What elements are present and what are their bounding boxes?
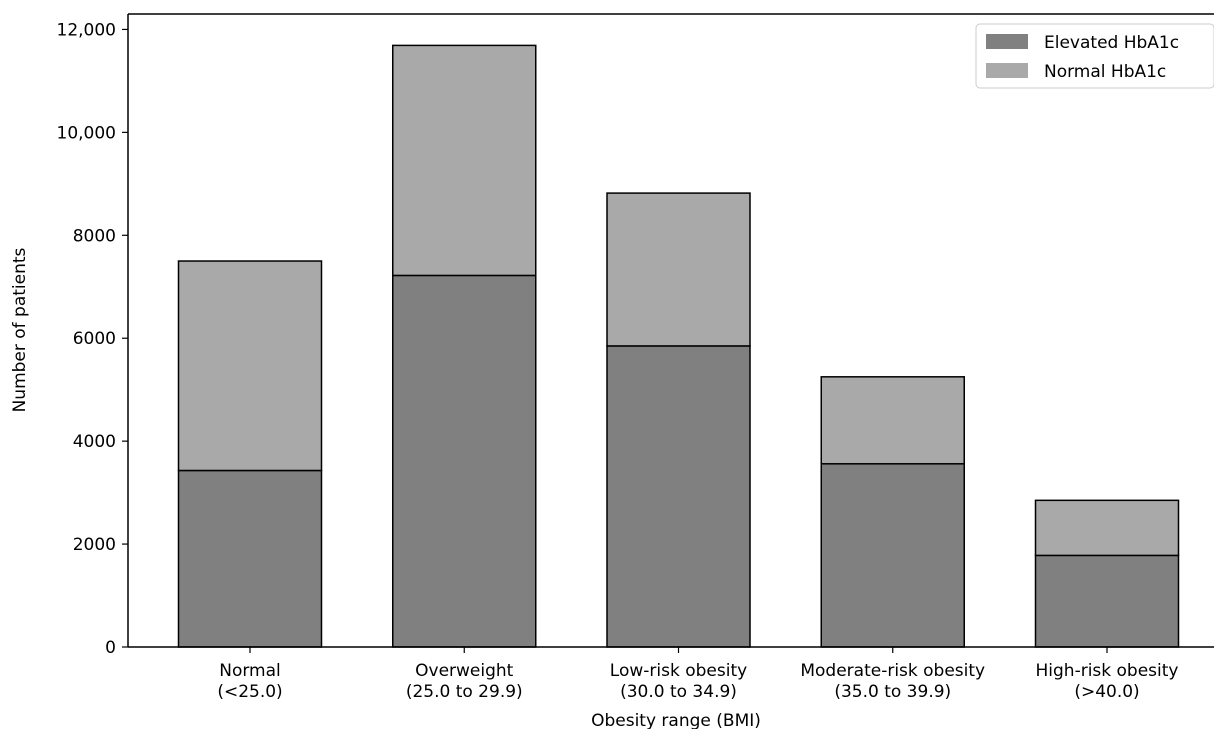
bar-normal-hba1c-3 <box>820 376 965 465</box>
y-axis-title: Number of patients <box>10 247 30 412</box>
legend-label-0: Elevated HbA1c <box>1044 33 1179 53</box>
x-tick-label-2-line-1: (30.0 to 34.9) <box>620 682 737 702</box>
x-axis-title: Obesity range (BMI) <box>591 711 761 729</box>
legend-swatch-1 <box>986 63 1028 78</box>
bar-normal-hba1c-1 <box>392 44 537 277</box>
x-tick-label-4-line-1: (>40.0) <box>1074 682 1139 702</box>
y-tick-label-6: 12,000 <box>57 20 116 40</box>
bar-normal-hba1c-2 <box>606 192 751 347</box>
bar-elevated-hba1c-3 <box>820 463 965 648</box>
y-tick-label-5: 10,000 <box>57 123 116 143</box>
y-tick-label-2: 4000 <box>73 432 116 452</box>
x-tick-label-4-line-0: High-risk obesity <box>1036 661 1179 681</box>
y-tick-label-4: 8000 <box>73 226 116 246</box>
x-tick-label-0-line-1: (<25.0) <box>217 682 282 702</box>
x-tick-label-0-line-0: Normal <box>219 661 281 681</box>
x-tick-label-3-line-1: (35.0 to 39.9) <box>834 682 951 702</box>
x-tick-label-1-line-1: (25.0 to 29.9) <box>406 682 523 702</box>
bar-elevated-hba1c-4 <box>1034 554 1180 648</box>
y-tick-label-0: 0 <box>105 638 116 658</box>
legend-label-1: Normal HbA1c <box>1044 62 1166 82</box>
x-tick-label-2-line-0: Low-risk obesity <box>610 661 747 681</box>
bars-layer <box>177 44 1180 648</box>
axes-layer: 0 2000 4000 6000 8000 10,000 12,000 Normal(<25.… <box>10 13 1214 729</box>
y-tick-label-1: 2000 <box>73 535 116 555</box>
legend-box <box>975 23 1214 89</box>
y-tick-label-3: 6000 <box>73 329 116 349</box>
bar-elevated-hba1c-0 <box>177 469 323 648</box>
bar-normal-hba1c-4 <box>1034 499 1180 557</box>
legend-swatch-0 <box>986 34 1028 49</box>
legend: Elevated HbA1c Normal HbA1c <box>975 23 1214 89</box>
bar-elevated-hba1c-2 <box>606 345 751 648</box>
bar-normal-hba1c-0 <box>177 260 323 472</box>
x-tick-label-1-line-0: Overweight <box>415 661 514 681</box>
bar-elevated-hba1c-1 <box>392 274 537 648</box>
x-tick-label-3-line-0: Moderate-risk obesity <box>800 661 985 681</box>
